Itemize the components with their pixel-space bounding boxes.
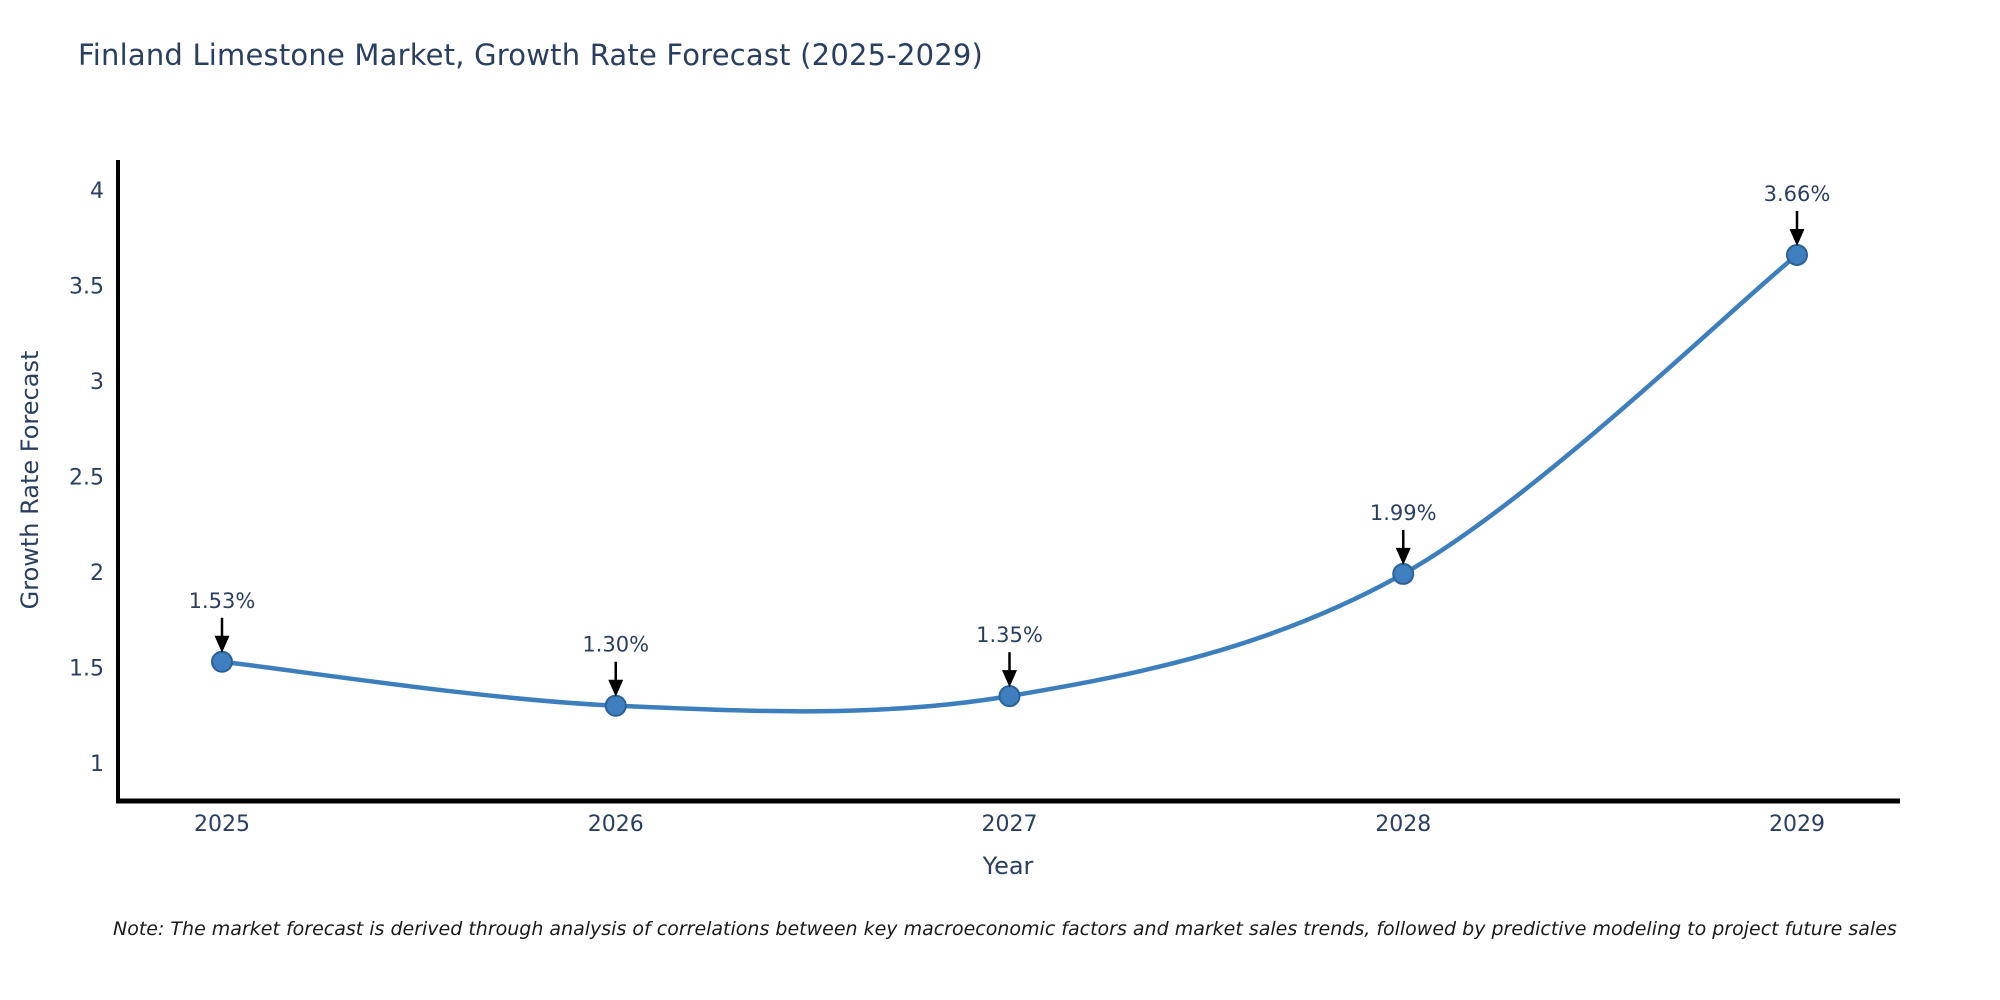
data-point-annotation: 1.99% (1370, 501, 1437, 525)
y-tick-label: 3.5 (69, 275, 104, 300)
data-point-marker (998, 685, 1021, 708)
trend-line (219, 252, 1800, 714)
x-axis-title: Year (982, 852, 1034, 880)
data-point-annotation: 1.53% (189, 589, 256, 613)
y-tick-label: 4 (90, 179, 104, 204)
footnote: Note: The market forecast is derived thr… (113, 918, 1897, 940)
y-tick-label: 1 (90, 752, 104, 777)
data-point-annotation: 3.66% (1764, 182, 1831, 206)
x-tick-label: 2029 (1769, 812, 1825, 837)
data-point-marker (1392, 562, 1415, 585)
y-tick-label: 1.5 (69, 657, 104, 682)
x-tick-label: 2026 (588, 812, 644, 837)
data-point-annotation: 1.35% (976, 623, 1043, 647)
x-tick-label: 2025 (194, 812, 250, 837)
y-tick-label: 2 (90, 561, 104, 586)
y-tick-label: 2.5 (69, 466, 104, 491)
data-point-marker (211, 650, 233, 673)
annotation-arrow-head (608, 679, 624, 697)
data-point-marker (1786, 243, 1808, 266)
annotation-arrow-head (1395, 547, 1411, 565)
annotation-arrow-head (1002, 670, 1017, 688)
x-tick-label: 2027 (982, 812, 1038, 837)
annotation-arrow-head (1789, 228, 1805, 246)
data-point-marker (604, 694, 627, 717)
data-point-annotation: 1.30% (582, 633, 649, 657)
y-tick-label: 3 (90, 370, 104, 395)
annotation-arrow-head (214, 635, 230, 653)
chart-title: Finland Limestone Market, Growth Rate Fo… (78, 38, 984, 72)
x-tick-label: 2028 (1375, 812, 1431, 837)
